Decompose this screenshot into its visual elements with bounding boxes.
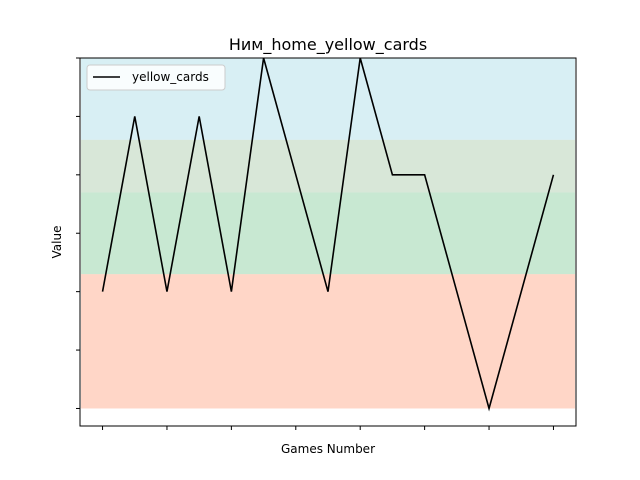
legend-label: yellow_cards: [132, 70, 209, 84]
plot-frame: [79, 57, 577, 427]
series-layer: [101, 57, 555, 412]
legend-box: [86, 64, 226, 91]
x-axis-label: Games Number: [281, 442, 375, 456]
background-band-2: [81, 139, 575, 193]
background-band-1: [81, 192, 575, 275]
background-band-0: [81, 274, 575, 409]
legend: yellow_cards: [86, 64, 226, 91]
y-axis-label: Value: [50, 226, 64, 259]
chart-title: Ним_home_yellow_cards: [229, 35, 427, 55]
series-line-yellow_cards: [101, 57, 555, 412]
background-bands: [81, 58, 575, 409]
axis-ticks: [76, 57, 554, 430]
